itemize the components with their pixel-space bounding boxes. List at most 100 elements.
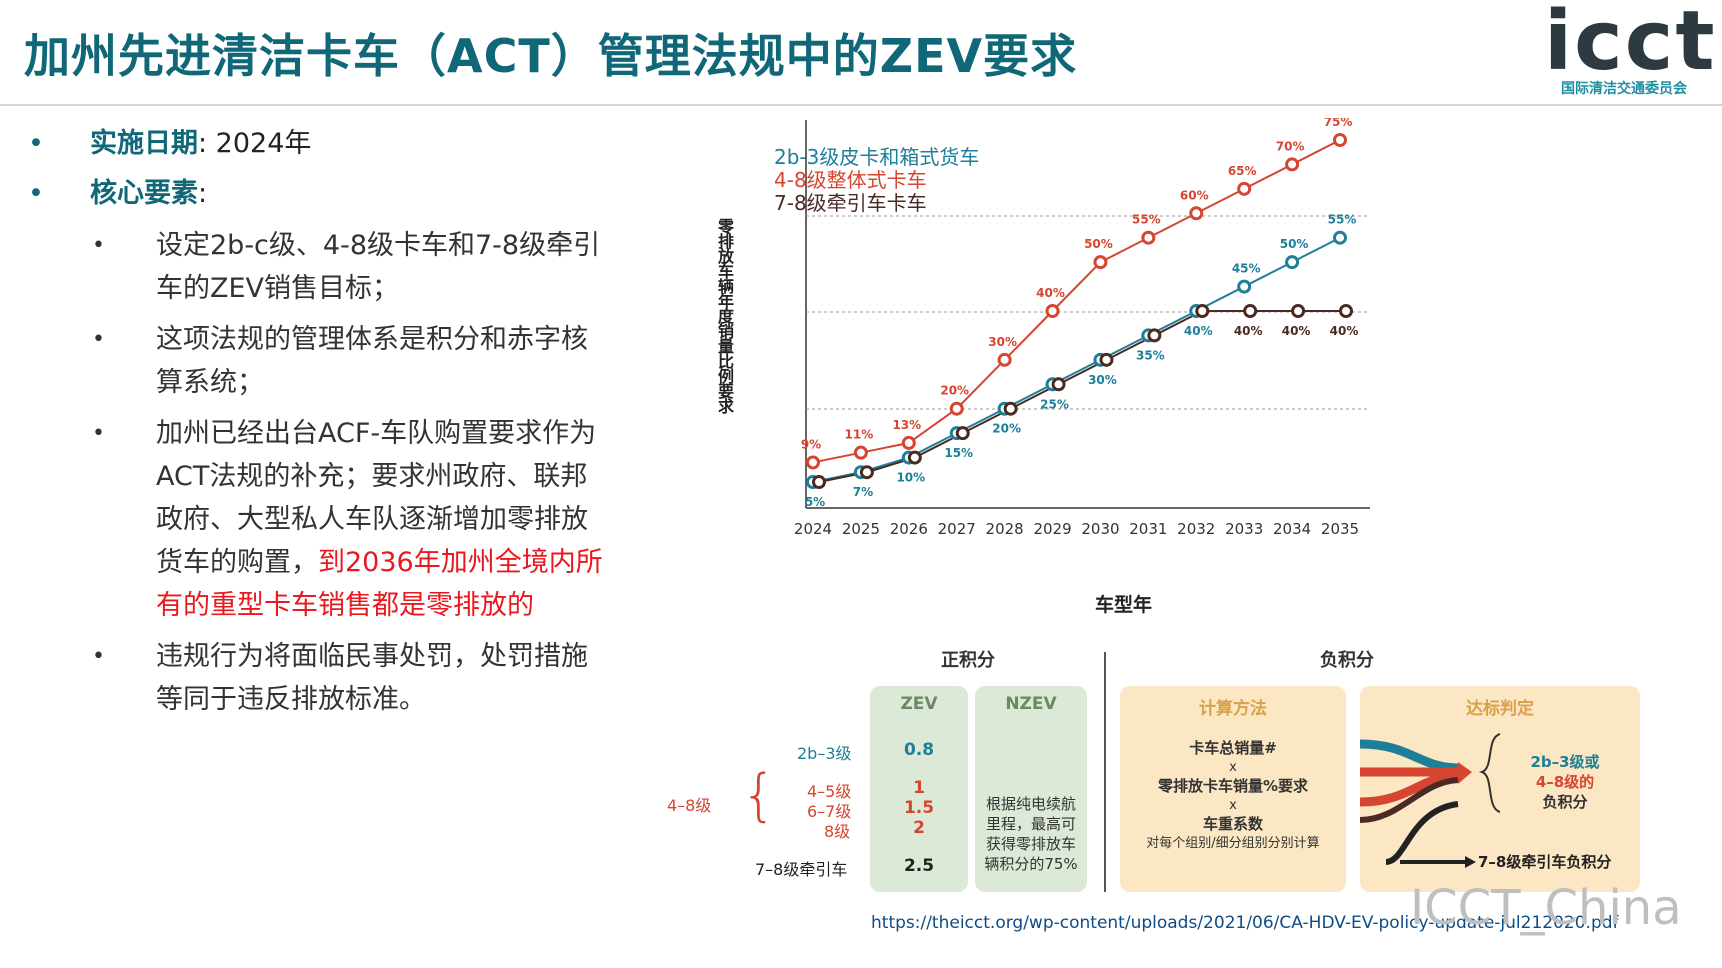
calc-method-title: 计算方法 [1199,699,1267,719]
data-point-3 [1051,377,1066,392]
data-label-teal: 40% [1184,324,1213,338]
sub-bullet-acf: • 加州已经出台ACF-车队购置要求作为ACT法规的补充；要求州政府、联邦政府、… [28,412,608,627]
data-label-red: 65% [1228,164,1257,178]
x-tick-label: 2027 [938,520,976,538]
logo-subtitle: 国际清洁交通委员会 [1561,81,1687,97]
data-point-2 [1045,304,1060,318]
data-point-2 [997,352,1012,367]
data-point-1 [1333,230,1347,245]
data-point-3 [1003,401,1018,416]
bullet-key: 实施日期 [90,128,198,159]
zev-value-4-5: 1 [913,778,925,798]
data-label-teal: 5% [805,495,825,509]
data-label-red: 30% [988,335,1017,349]
compliance-title: 达标判定 [1466,699,1534,719]
zev-value-8: 2 [913,818,925,838]
sub-bullet-text: 违规行为将面临民事处罚，处罚措施等同于违反排放标准。 [156,641,588,715]
data-label-red: 11% [845,428,874,442]
y-axis-label: 零排放车辆年度销量比例要求 [715,218,734,413]
x-tick-label: 2032 [1177,520,1215,538]
data-point-3 [1339,304,1353,318]
nzev-description: 根据纯电续航里程，最高可获得零排放车辆积分的75% [984,795,1078,873]
zev-title: ZEV [900,694,938,714]
data-point-3 [1243,304,1258,318]
calc-method-box: 计算方法 卡车总销量# x 零排放卡车销量%要求 x 车重系数 对每个组别/细分… [1120,686,1346,892]
data-label-teal: 45% [1232,262,1261,276]
row-label-tractor: 7–8级牵引车 [755,860,848,879]
data-label-red: 9% [801,437,821,451]
data-point-3 [907,450,922,465]
calc-line-total-sales: 卡车总销量# [1189,739,1277,757]
legend-item-7-8: 7-8级牵引车卡车 [774,191,927,215]
data-label-dark: 40% [1330,324,1359,338]
zev-sales-chart: 2024 2025 2026 2027 2028 2029 2030 2031 2032 2033… [690,118,1520,638]
data-label-dark: 40% [1234,324,1263,338]
sub-bullet-highlight: 到2036年加州全境内所有的重型卡车销售都是零排放的 [156,547,603,621]
series-line-3 [818,310,1346,483]
nzev-box: NZEV 根据纯电续航里程，最高可获得零排放车辆积分的75% [975,686,1087,892]
row-label-8: 8级 [824,822,851,841]
sub-bullet-text: 设定2b-c级、4-8级卡车和7-8级牵引车的ZEV销售目标； [156,230,601,304]
row-label-4-5: 4–5级 [807,782,852,801]
data-label-teal: 7% [853,485,873,499]
compliance-flow-arrows [1360,733,1501,868]
credit-system-diagram: 正积分 负积分 ZEV NZEV 根据纯电续航里程，最高可获得零排放车辆积分的7… [655,640,1655,900]
data-point-2 [1093,255,1108,270]
data-label-red: 70% [1276,139,1305,153]
watermark: ICCT_China [1410,880,1682,936]
bullet-dot: • [28,178,44,209]
x-tick-label: 2035 [1321,520,1359,538]
zev-value-6-7: 1.5 [903,798,935,818]
data-point-2 [1285,157,1300,172]
compliance-out-2b3: 2b–3级或 [1530,753,1600,771]
x-tick-label: 2026 [890,520,928,538]
data-label-red: 40% [1036,286,1065,300]
data-label-red: 13% [892,418,921,432]
x-tick-label: 2033 [1225,520,1263,538]
data-point-1 [1285,255,1300,270]
data-point-3 [1291,304,1306,318]
x-axis-label: 车型年 [1095,594,1153,616]
zev-box: ZEV [870,686,968,892]
sub-bullet-text: 加州已经出台ACF-车队购置要求作为ACT法规的补充；要求州政府、联邦政府、大型… [156,418,597,578]
bullet-dot: • [28,128,44,159]
data-label-red: 20% [940,384,969,398]
bullet-dot: • [92,327,105,352]
calc-multiply-1: x [1229,760,1237,775]
data-point-3 [955,426,970,441]
compliance-out-4-8: 4–8级的 [1535,773,1595,791]
logo-wordmark: icct [1544,0,1717,89]
data-point-2 [949,401,964,416]
bullet-list: • 实施日期: 2024年 • 核心要素: • 设定2b-c级、4-8级卡车和7… [28,124,608,729]
x-tick-label: 2028 [986,520,1024,538]
data-label-teal: 20% [992,422,1021,436]
data-label-teal: 55% [1328,213,1357,227]
data-label-teal: 15% [944,446,973,460]
data-point-2 [1237,181,1252,196]
legend-item-4-8: 4-8级整体式卡车 [774,168,927,192]
sub-bullet-text: 这项法规的管理体系是积分和赤字核算系统； [156,324,588,398]
data-label-teal: 25% [1040,397,1069,411]
source-link[interactable]: https://theicct.org/wp-content/uploads/2… [871,913,1619,933]
group-label-4-8: 4–8级 [667,796,712,815]
data-label-red: 75% [1324,118,1353,129]
x-tick-label: 2031 [1129,520,1167,538]
data-label-dark: 40% [1282,324,1311,338]
credit-divider [1104,652,1106,892]
title-divider [0,104,1722,106]
calc-line-weight-factor: 车重系数 [1202,815,1263,833]
calc-multiply-2: x [1229,798,1237,813]
group-brace: { [741,763,777,828]
calc-line-zev-requirement: 零排放卡车销量%要求 [1157,777,1309,795]
positive-credit-header: 正积分 [941,650,995,671]
row-label-2b3: 2b–3级 [797,744,852,763]
row-label-6-7: 6–7级 [807,802,852,821]
compliance-box: 达标判定 2b–3级或 4–8级的 负积分 7–8级牵引车负积分 [1360,686,1640,892]
data-point-2 [1141,230,1156,245]
sub-bullet-penalty: • 违规行为将面临民事处罚，处罚措施等同于违反排放标准。 [28,635,608,721]
data-label-teal: 30% [1088,373,1117,387]
data-point-3 [1099,352,1114,367]
nzev-title: NZEV [1005,694,1057,714]
data-point-2 [901,435,916,450]
bullet-value: : [198,178,208,209]
